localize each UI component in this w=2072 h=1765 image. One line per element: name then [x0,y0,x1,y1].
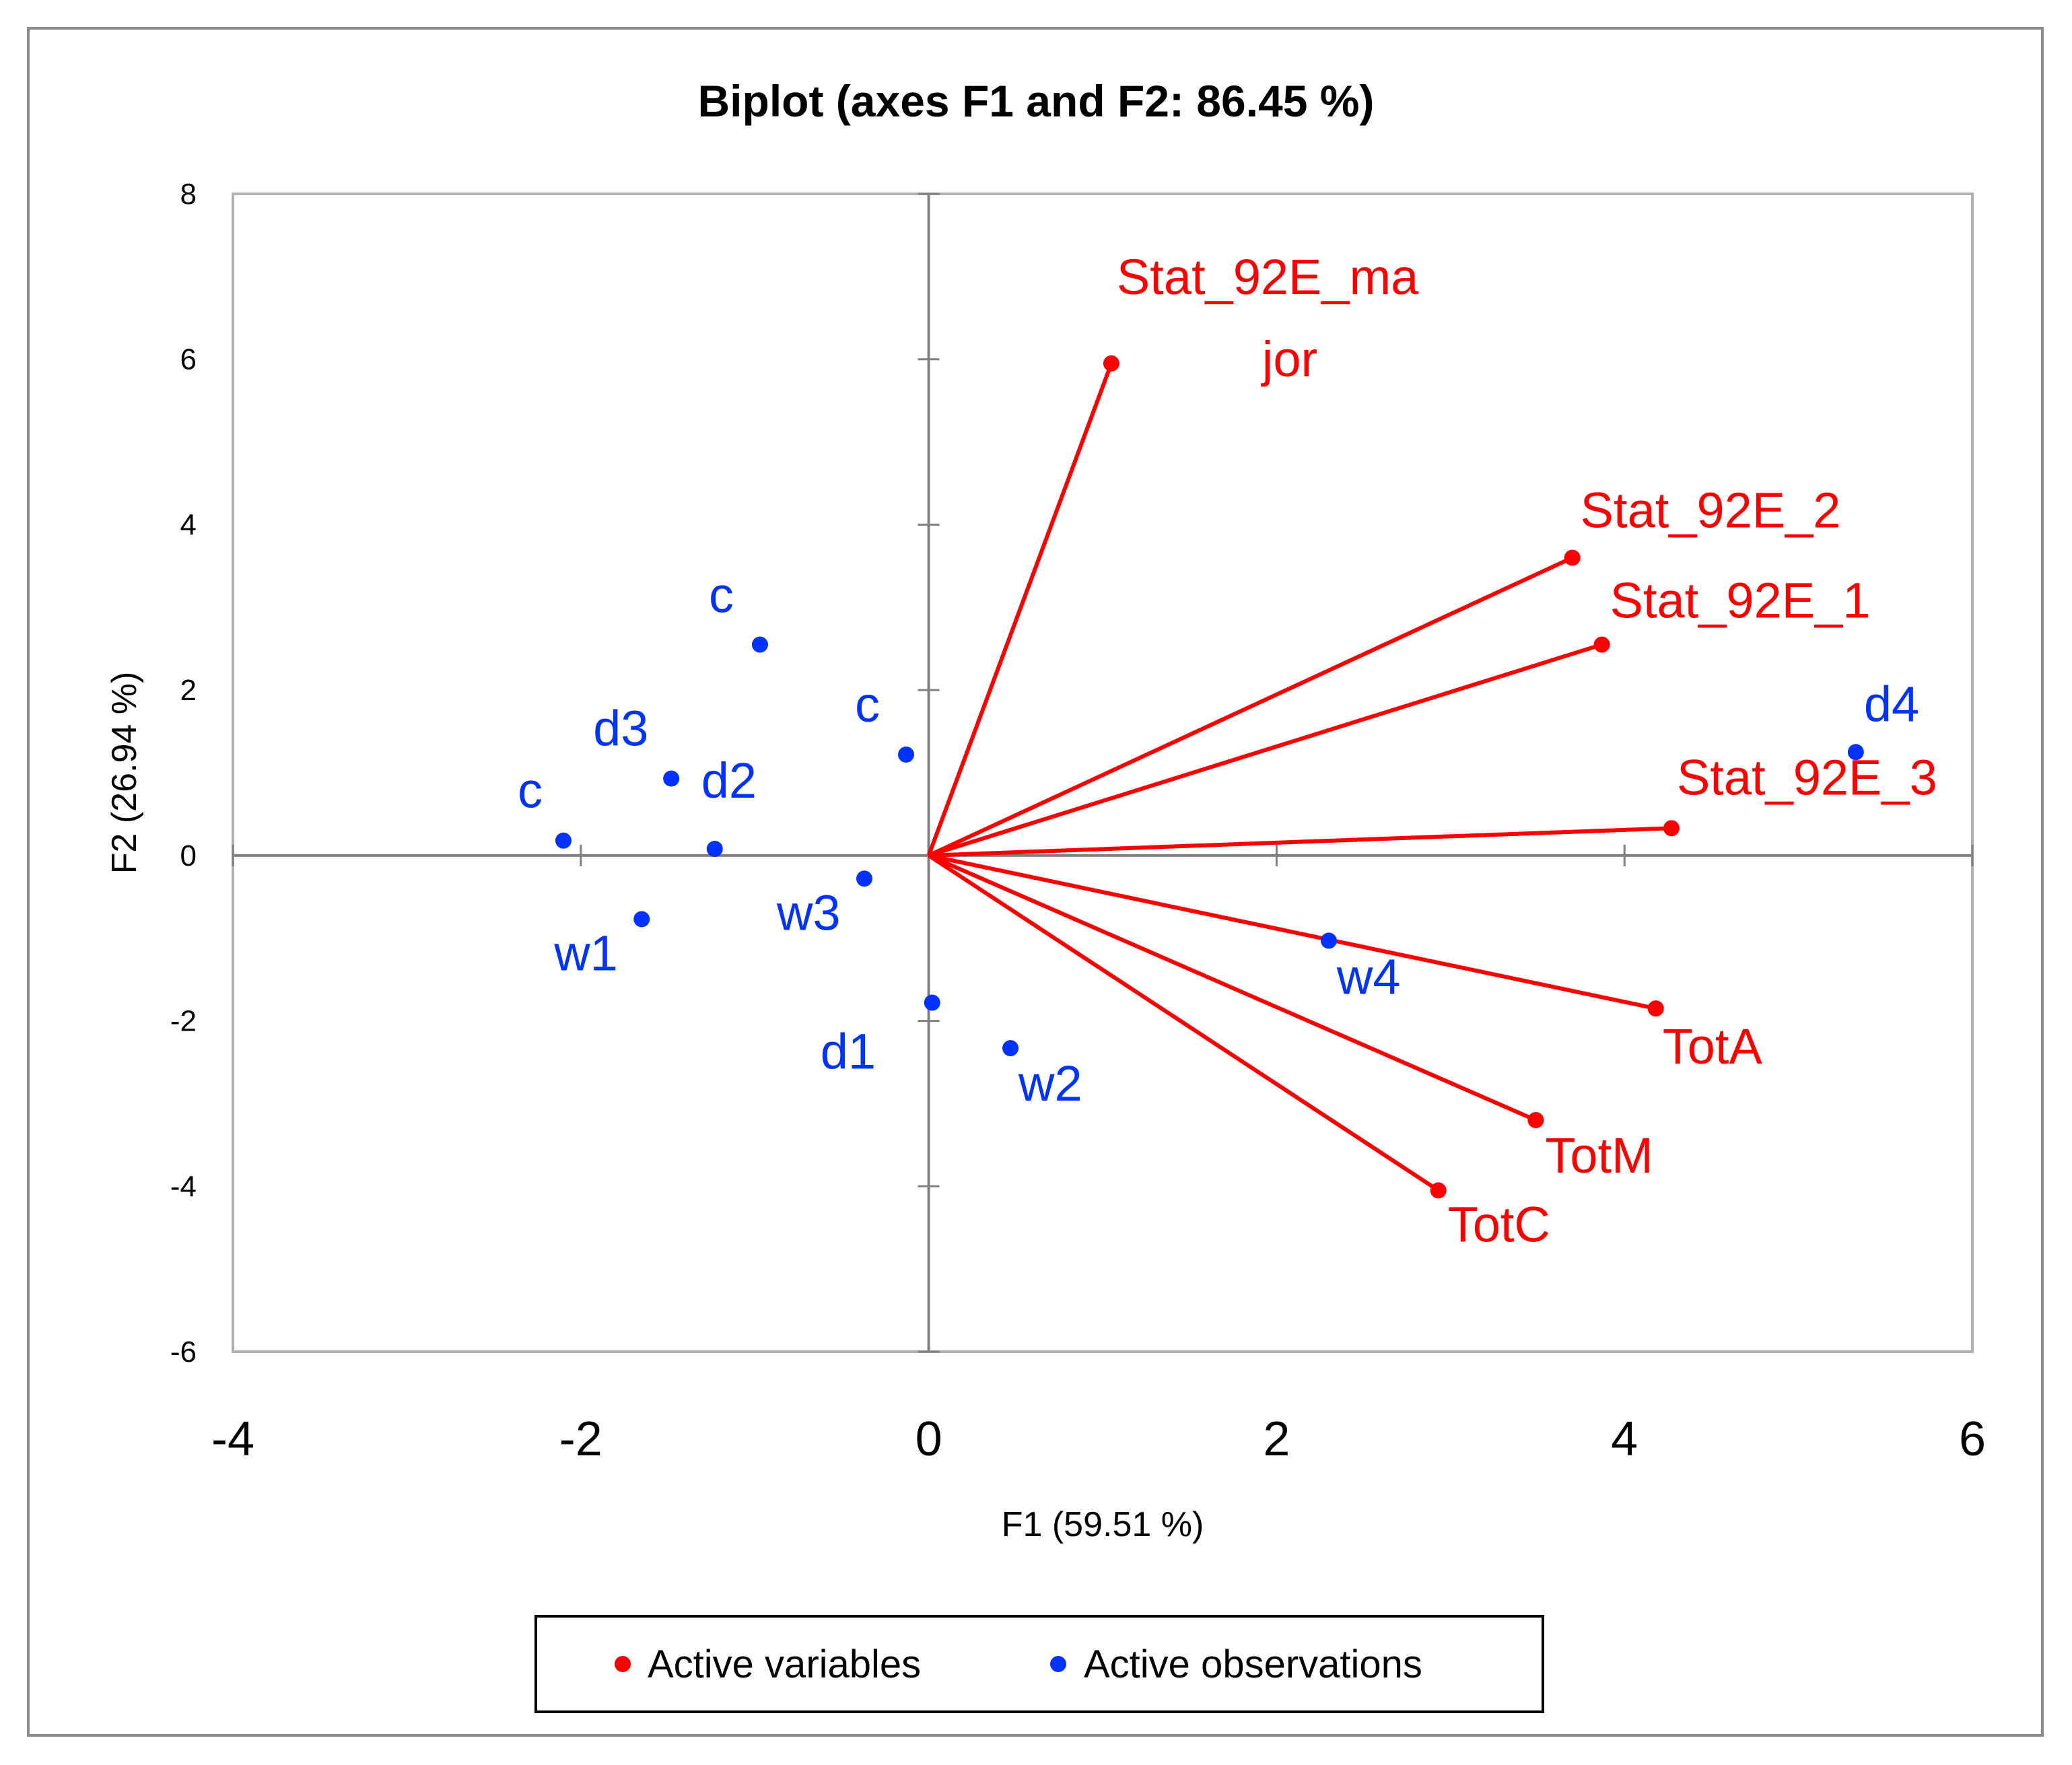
observation-point-w3 [856,870,872,887]
variable-label-stat-92e-1: Stat_92E_1 [1610,573,1871,629]
variable-point-totm [1527,1112,1544,1128]
observation-label-c: c [855,677,880,732]
observation-label-d3: d3 [593,701,648,757]
y-tick-label: -2 [170,1005,197,1038]
x-axis-label: F1 (59.51 %) [1002,1505,1204,1544]
variable-label-stat-92e-3: Stat_92E_3 [1677,749,1937,805]
variable-label-line: jor [1261,331,1317,387]
variable-label-stat-92e-2: Stat_92E_2 [1581,483,1841,539]
plot-area [232,193,1974,1353]
vector-stat-92e-3 [928,826,1672,858]
x-tick-label: 2 [1263,1412,1290,1466]
variable-point-tota [1647,1000,1664,1017]
legend-box [534,1615,1544,1713]
x-tick-label: 4 [1611,1412,1638,1466]
x-tick-label: 6 [1959,1412,1986,1466]
observation-label-w1: w1 [553,925,618,981]
observation-point-c [555,832,572,849]
y-axis-label: F2 (26.94 %) [105,672,144,874]
variable-point-stat-92e-2 [1564,549,1581,566]
y-tick-label: 0 [180,839,197,872]
observation-label-d4: d4 [1864,676,1919,732]
chart-frame [27,27,2044,1737]
vector-stat-92e-1 [928,642,1603,858]
variable-point-stat-92e-1 [1593,636,1610,653]
observation-point-w1 [633,911,650,928]
y-tick-label: 6 [180,343,197,376]
observation-label-w3: w3 [776,885,841,940]
x-tick-label: -4 [211,1412,254,1466]
variable-label-line: Stat_92E_ma [1117,249,1419,305]
y-tick-label: 4 [180,508,197,541]
y-tick-label: -6 [170,1336,197,1369]
observation-point-d4 [1847,744,1864,761]
legend: Active variables Active observations [534,1615,1544,1713]
variable-label-tota: TotA [1663,1018,1763,1074]
x-tick-label: -2 [559,1412,602,1466]
observation-label-d1: d1 [821,1024,876,1080]
vector-totm [928,854,1537,1122]
legend-label-observations: Active observations [1084,1642,1422,1686]
y-tick-label: 8 [180,178,197,211]
vector-tota [928,853,1657,1011]
vector-stat-92e-2 [928,555,1573,858]
x-tick-label: 0 [916,1412,942,1466]
observation-point-w2 [1002,1040,1019,1057]
observation-point-c [751,636,768,653]
variable-point-totc [1430,1182,1447,1199]
observation-point-w4 [1320,932,1337,949]
y-tick-label: -4 [170,1170,197,1203]
variable-label-totc: TotC [1448,1196,1550,1252]
variable-point-stat-92e-3 [1663,820,1680,837]
observation-point-d3 [663,770,680,787]
observation-label-c: c [518,763,543,819]
y-tick-label: 2 [180,674,197,707]
vector-totc [927,854,1440,1192]
observation-label-d2: d2 [701,753,757,808]
legend-marker-observations [1050,1656,1066,1672]
variable-label-totm: TotM [1545,1128,1653,1183]
legend-marker-variables [615,1656,631,1672]
observation-point-c [898,746,915,763]
observation-point-d2 [706,841,723,858]
chart-title: Biplot (axes F1 and F2: 86.45 %) [698,76,1375,126]
legend-label-variables: Active variables [648,1642,921,1686]
variable-point-stat-92e-major [1103,355,1119,372]
observation-label-c: c [709,567,734,623]
observation-label-w2: w2 [1018,1055,1082,1111]
observation-point-d1 [924,994,940,1011]
vector-stat-92e-major [926,362,1113,856]
observation-label-w4: w4 [1336,948,1401,1004]
